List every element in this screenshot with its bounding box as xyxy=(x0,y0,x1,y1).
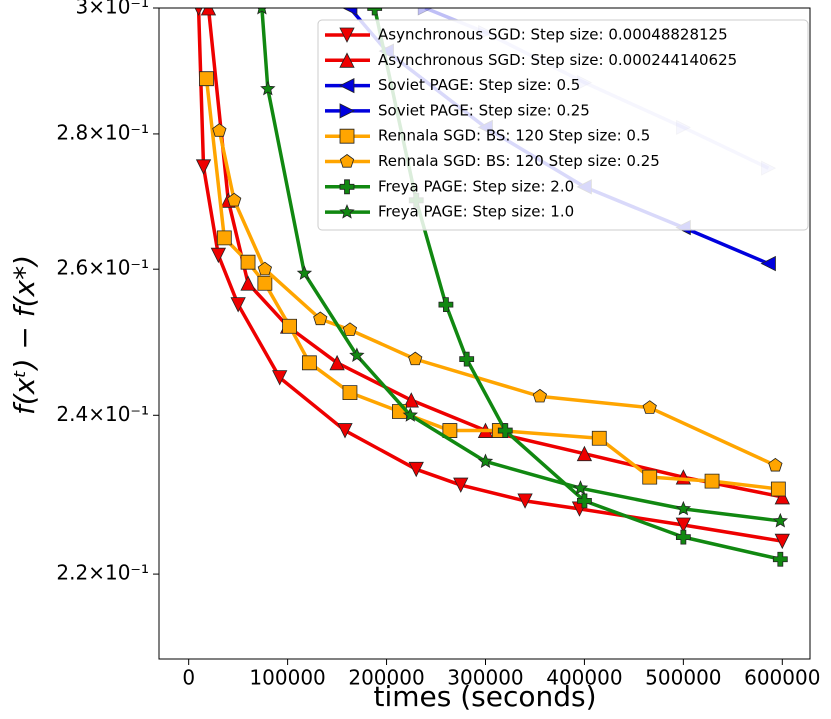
marker xyxy=(227,192,242,207)
legend-label: Freya PAGE: Step size: 1.0 xyxy=(378,203,574,221)
marker xyxy=(642,469,658,485)
legend-label: Soviet PAGE: Step size: 0.5 xyxy=(378,76,580,94)
marker xyxy=(260,80,276,96)
marker xyxy=(772,512,788,528)
marker xyxy=(240,275,256,291)
legend-label: Soviet PAGE: Step size: 0.25 xyxy=(378,101,590,119)
y-tick-label: 2.6×10⁻¹ xyxy=(56,256,149,280)
marker xyxy=(339,128,355,144)
legend: Asynchronous SGD: Step size: 0.000488281… xyxy=(317,19,809,231)
marker xyxy=(342,385,358,401)
marker xyxy=(772,551,788,567)
legend-label: Asynchronous SGD: Step size: 0.000244140… xyxy=(378,51,737,69)
marker xyxy=(442,423,458,438)
marker xyxy=(257,261,272,276)
marker xyxy=(704,473,720,489)
marker xyxy=(339,154,355,168)
marker xyxy=(403,392,419,408)
x-tick-label: 600000 xyxy=(744,666,820,690)
marker xyxy=(329,354,345,371)
marker xyxy=(195,159,212,175)
marker xyxy=(194,8,203,16)
marker xyxy=(282,318,297,334)
marker xyxy=(453,477,469,493)
marker xyxy=(199,71,214,87)
marker xyxy=(313,311,328,326)
y-tick-label: 2.4×10⁻¹ xyxy=(56,402,149,426)
series-line xyxy=(196,8,783,543)
marker xyxy=(200,8,217,16)
marker xyxy=(339,103,355,119)
marker xyxy=(339,179,355,195)
marker xyxy=(675,500,692,516)
marker xyxy=(477,453,494,468)
marker xyxy=(408,461,424,478)
marker xyxy=(240,254,256,270)
marker xyxy=(532,388,548,403)
legend-label: Rennala SGD: BS: 120 Step size: 0.25 xyxy=(378,152,660,170)
y-axis-label: f(xᵗ) − f(x*) xyxy=(8,255,41,415)
marker xyxy=(210,247,227,264)
marker xyxy=(417,8,434,16)
marker xyxy=(576,445,593,462)
marker xyxy=(339,52,355,68)
marker xyxy=(296,265,313,280)
marker xyxy=(257,275,273,291)
marker xyxy=(402,407,418,422)
x-tick-label: 400000 xyxy=(546,666,622,690)
x-tick-label: 200000 xyxy=(348,666,424,690)
marker xyxy=(572,480,589,495)
legend-label: Freya PAGE: Step size: 2.0 xyxy=(378,177,574,195)
x-tick-label: 0 xyxy=(182,666,195,690)
marker xyxy=(337,423,353,439)
marker xyxy=(349,347,365,362)
marker xyxy=(339,77,355,94)
marker xyxy=(577,493,592,509)
marker xyxy=(774,533,790,550)
marker xyxy=(339,204,355,219)
x-tick-label: 500000 xyxy=(645,666,721,690)
legend-label: Rennala SGD: BS: 120 Step size: 0.5 xyxy=(378,127,650,145)
marker xyxy=(216,230,232,246)
y-tick-label: 3×10⁻¹ xyxy=(75,0,149,19)
marker xyxy=(497,423,513,438)
marker xyxy=(675,517,692,533)
marker xyxy=(591,430,607,446)
marker xyxy=(438,297,454,313)
y-tick-label: 2.8×10⁻¹ xyxy=(56,120,149,144)
marker xyxy=(760,255,776,272)
marker xyxy=(774,489,790,505)
marker xyxy=(342,8,358,16)
marker xyxy=(212,123,227,137)
marker xyxy=(367,8,383,16)
marker xyxy=(257,8,267,15)
y-tick-label: 2.2×10⁻¹ xyxy=(56,561,149,585)
x-axis-label: times (seconds) xyxy=(373,680,596,713)
marker xyxy=(408,351,423,366)
marker xyxy=(459,351,475,367)
marker xyxy=(675,529,691,545)
marker xyxy=(342,322,358,336)
marker xyxy=(301,355,317,371)
marker xyxy=(768,457,783,472)
plot-frame xyxy=(158,7,811,660)
marker xyxy=(339,27,355,43)
marker xyxy=(272,370,288,386)
marker xyxy=(230,297,246,313)
x-tick-label: 300000 xyxy=(447,666,523,690)
x-tick-label: 100000 xyxy=(249,666,325,690)
marker xyxy=(770,481,786,497)
legend-box xyxy=(317,19,809,231)
legend-label: Asynchronous SGD: Step size: 0.000488281… xyxy=(378,26,728,44)
marker xyxy=(517,493,533,509)
marker xyxy=(642,400,657,414)
